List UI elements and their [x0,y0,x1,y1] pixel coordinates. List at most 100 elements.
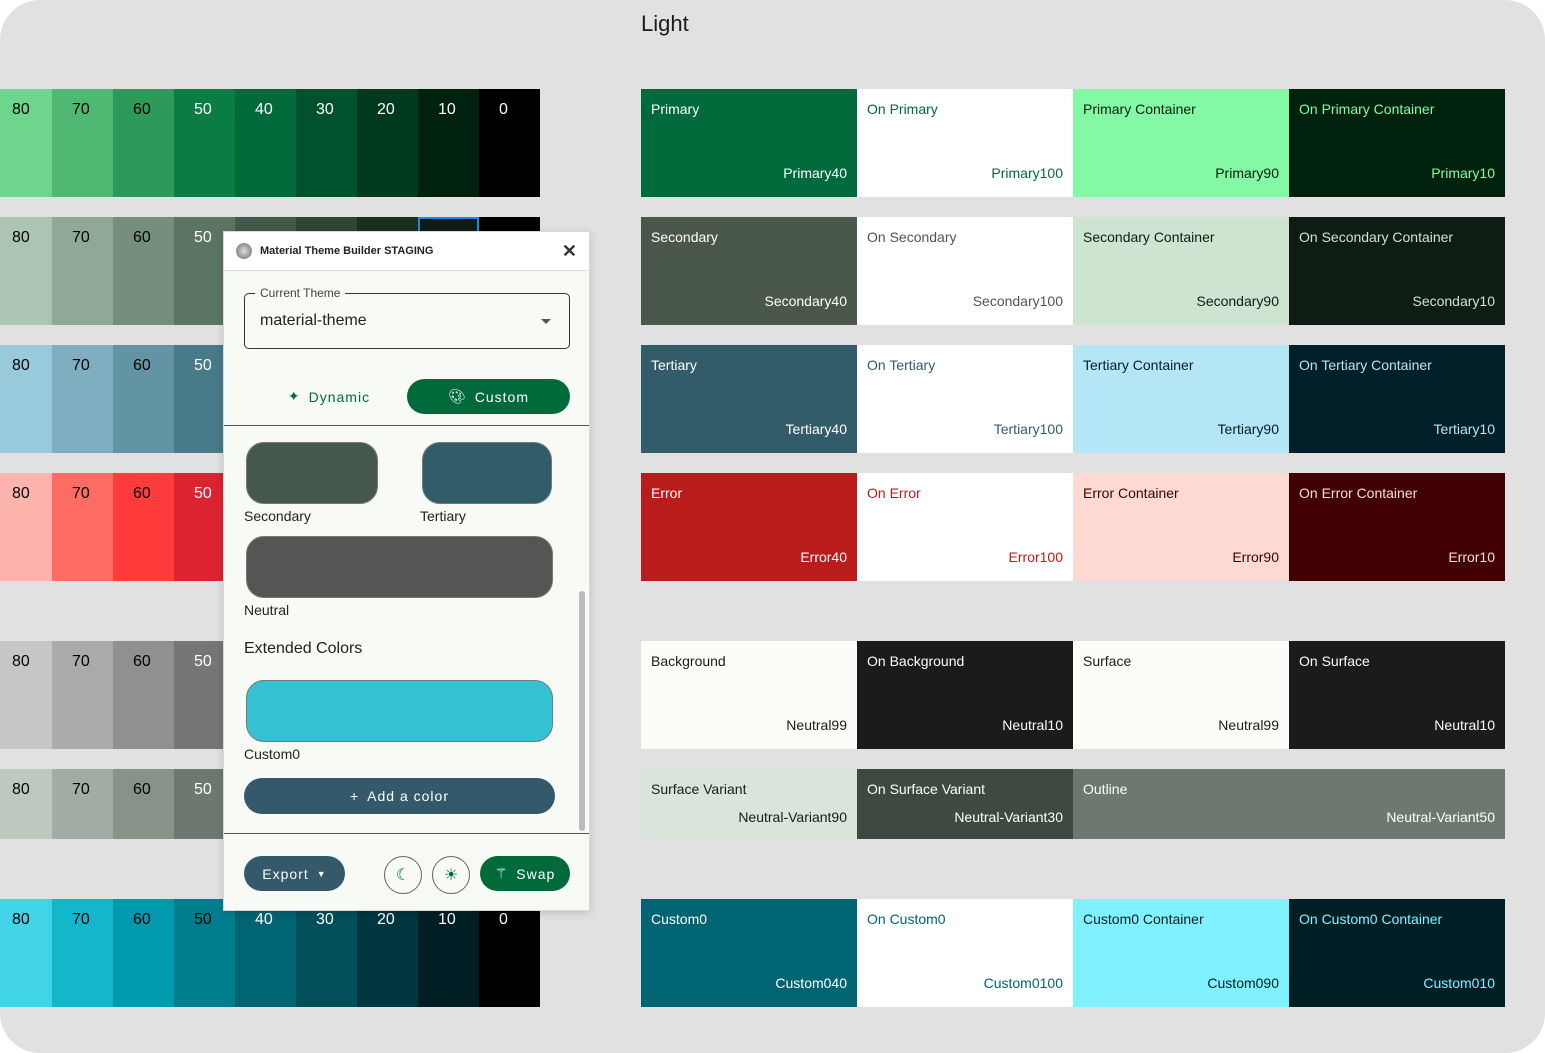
tone-swatch[interactable]: 70 [52,89,113,197]
role-card[interactable]: Secondary Container Secondary90 [1073,217,1289,325]
dynamic-tab-label: Dynamic [308,388,371,405]
tone-label: 70 [72,101,90,118]
tone-swatch[interactable]: 80 [0,217,52,325]
custom0-swatch[interactable] [246,680,553,742]
tone-swatch[interactable]: 30 [296,89,357,197]
role-card[interactable]: On Surface Variant Neutral-Variant30 [857,769,1073,839]
current-theme-select[interactable]: Current Theme material-theme [244,286,570,349]
tone-swatch[interactable]: 70 [52,641,113,749]
tone-swatch[interactable]: 40 [235,89,296,197]
role-card[interactable]: Surface Variant Neutral-Variant90 [641,769,857,839]
secondary-swatch[interactable] [246,442,378,504]
role-card[interactable]: Primary Primary40 [641,89,857,197]
plugin-title: Material Theme Builder STAGING [260,245,434,257]
role-tone: Error100 [1008,549,1063,565]
custom-tab[interactable]: 🎨︎ Custom [407,379,570,414]
role-tone: Primary90 [1215,165,1279,181]
dynamic-tab[interactable]: ✦ Dynamic [264,379,394,414]
role-name: On Secondary Container [1299,229,1454,245]
role-card[interactable]: On Custom0 Container Custom010 [1289,899,1505,1007]
tone-swatch[interactable]: 60 [113,217,174,325]
tone-swatch[interactable]: 60 [113,769,174,839]
swap-button[interactable]: ⚚ Swap [480,856,570,891]
palette-row-primary: 80 70 60 50 40 30 20 10 0 [0,89,540,197]
tone-swatch[interactable]: 40 [235,899,296,1007]
role-card[interactable]: Surface Neutral99 [1073,641,1289,749]
role-card[interactable]: Custom0 Container Custom090 [1073,899,1289,1007]
tone-swatch[interactable]: 60 [113,641,174,749]
role-card[interactable]: Tertiary Tertiary40 [641,345,857,453]
add-color-button[interactable]: + Add a color [244,778,555,814]
tone-swatch[interactable]: 70 [52,473,113,581]
tone-swatch[interactable]: 80 [0,641,52,749]
tone-swatch[interactable]: 70 [52,769,113,839]
tone-swatch[interactable]: 60 [113,89,174,197]
role-tone: Custom040 [775,975,847,991]
tone-label: 10 [438,101,456,118]
tone-label: 80 [12,911,30,928]
role-card[interactable]: On Secondary Secondary100 [857,217,1073,325]
tone-swatch[interactable]: 60 [113,345,174,453]
role-name: Tertiary [651,357,697,373]
tone-swatch[interactable]: 80 [0,89,52,197]
tone-label: 0 [499,101,508,118]
tone-swatch[interactable]: 10 [418,89,479,197]
tertiary-swatch[interactable] [422,442,552,504]
tone-swatch[interactable]: 50 [174,89,235,197]
tone-label: 60 [133,653,151,670]
tone-swatch[interactable]: 0 [479,89,540,197]
export-button[interactable]: Export ▼ [244,856,345,891]
role-card[interactable]: Error Error40 [641,473,857,581]
role-card[interactable]: On Secondary Container Secondary10 [1289,217,1505,325]
role-card[interactable]: On Background Neutral10 [857,641,1073,749]
role-name: Error Container [1083,485,1179,501]
tone-swatch[interactable]: 70 [52,899,113,1007]
tone-swatch[interactable]: 50 [174,899,235,1007]
role-card[interactable]: Outline Neutral-Variant50 [1073,769,1505,839]
role-tone: Custom010 [1423,975,1495,991]
tone-label: 60 [133,485,151,502]
role-card[interactable]: Background Neutral99 [641,641,857,749]
role-card[interactable]: Secondary Secondary40 [641,217,857,325]
tone-swatch[interactable]: 30 [296,899,357,1007]
tone-swatch[interactable]: 60 [113,473,174,581]
close-icon[interactable]: ✕ [561,240,577,261]
neutral-swatch[interactable] [246,536,553,598]
role-card[interactable]: On Tertiary Tertiary100 [857,345,1073,453]
moon-icon: ☾ [395,867,411,884]
tone-swatch[interactable]: 80 [0,899,52,1007]
tone-label: 80 [12,653,30,670]
role-card[interactable]: On Tertiary Container Tertiary10 [1289,345,1505,453]
role-tone: Primary10 [1431,165,1495,181]
dark-mode-button[interactable]: ☾ [384,856,422,894]
light-mode-button[interactable]: ☀ [432,856,470,894]
tone-swatch[interactable]: 10 [418,899,479,1007]
tone-swatch[interactable]: 80 [0,345,52,453]
role-card[interactable]: On Error Error100 [857,473,1073,581]
tone-swatch[interactable]: 80 [0,769,52,839]
dropdown-arrow-icon [541,319,551,329]
role-card[interactable]: On Error Container Error10 [1289,473,1505,581]
role-card[interactable]: On Primary Primary100 [857,89,1073,197]
role-card[interactable]: Tertiary Container Tertiary90 [1073,345,1289,453]
scrollbar[interactable] [579,591,585,831]
role-card[interactable]: On Surface Neutral10 [1289,641,1505,749]
tone-swatch[interactable]: 60 [113,899,174,1007]
tone-swatch[interactable]: 80 [0,473,52,581]
tone-swatch[interactable]: 70 [52,345,113,453]
tone-swatch[interactable]: 20 [357,89,418,197]
tone-label: 50 [194,357,212,374]
current-theme-label: Current Theme [255,286,346,300]
tone-swatch[interactable]: 20 [357,899,418,1007]
tone-label: 50 [194,485,212,502]
tone-swatch[interactable]: 0 [479,899,540,1007]
role-tone: Tertiary90 [1217,421,1279,437]
role-card[interactable]: On Custom0 Custom0100 [857,899,1073,1007]
role-card[interactable]: Error Container Error90 [1073,473,1289,581]
role-card[interactable]: On Primary Container Primary10 [1289,89,1505,197]
magic-wand-icon: ⚚ [494,865,509,881]
role-card[interactable]: Primary Container Primary90 [1073,89,1289,197]
tone-swatch[interactable]: 70 [52,217,113,325]
role-card[interactable]: Custom0 Custom040 [641,899,857,1007]
add-color-label: Add a color [367,788,449,804]
